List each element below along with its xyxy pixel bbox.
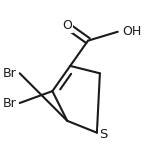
- Text: Br: Br: [3, 67, 17, 80]
- Text: OH: OH: [122, 25, 141, 38]
- Text: Br: Br: [3, 96, 17, 109]
- Text: S: S: [99, 128, 107, 141]
- Text: O: O: [62, 19, 72, 32]
